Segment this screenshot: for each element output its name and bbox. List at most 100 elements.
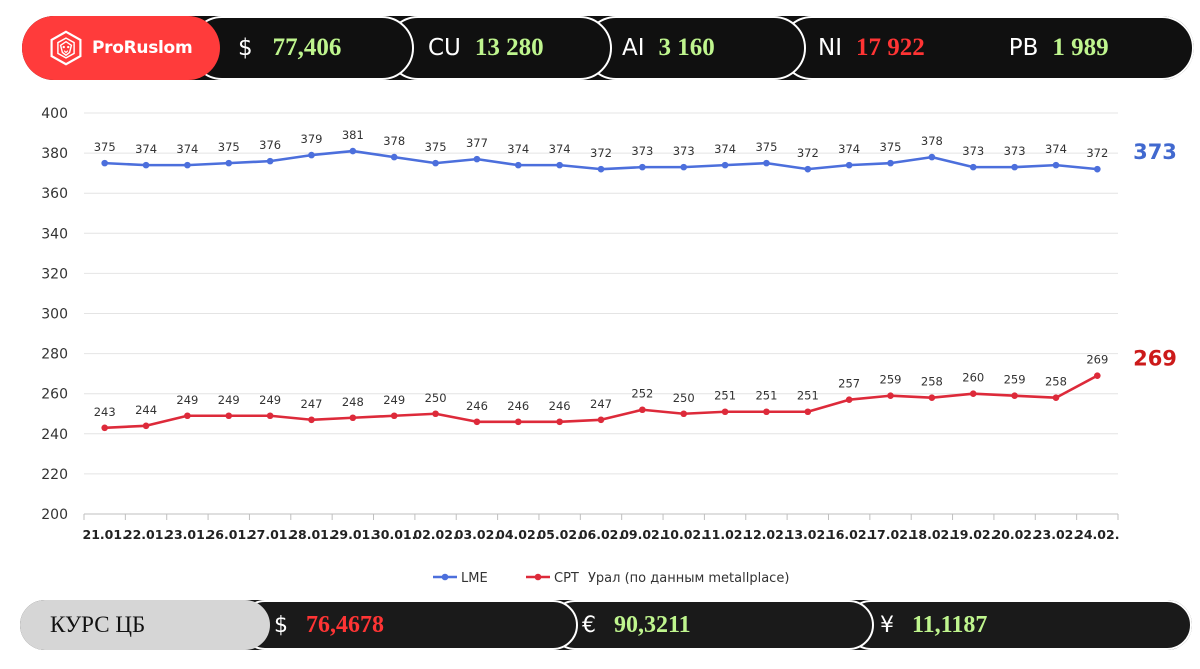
data-point-lme — [887, 159, 894, 167]
data-label-lme: 381 — [342, 128, 364, 142]
rate-segment-usd: $ 76,4678 — [240, 600, 578, 650]
x-tick-label: 21.01. — [83, 527, 127, 542]
data-point-cpt — [969, 390, 977, 398]
data-label-cpt: 249 — [218, 393, 240, 407]
x-tick-label: 30.01. — [372, 527, 416, 542]
data-label-lme: 374 — [549, 142, 571, 156]
data-label-lme: 374 — [176, 142, 198, 156]
data-point-lme — [845, 161, 853, 169]
data-label-lme: 375 — [425, 140, 447, 154]
data-label-cpt: 258 — [921, 375, 943, 389]
ticker-segment-ai: AI 3 160 — [584, 16, 806, 80]
data-point-cpt — [142, 422, 150, 430]
data-point-lme — [763, 159, 770, 167]
data-label-cpt: 249 — [383, 393, 405, 407]
data-point-cpt — [514, 418, 522, 426]
y-tick-label: 360 — [41, 186, 68, 202]
data-label-lme: 376 — [259, 138, 281, 152]
y-tick-label: 380 — [41, 146, 68, 162]
data-point-lme — [142, 161, 150, 169]
data-label-lme: 374 — [507, 142, 529, 156]
data-label-cpt: 248 — [342, 395, 364, 409]
x-axis: 21.01.22.01.23.01.26.01.27.01.28.01.29.0… — [83, 514, 1119, 542]
y-tick-label: 400 — [41, 106, 68, 122]
y-tick-label: 300 — [41, 307, 68, 323]
x-tick-label: 26.01. — [207, 527, 251, 542]
data-point-lme — [680, 163, 688, 171]
data-label-lme: 375 — [755, 140, 777, 154]
data-label-cpt: 249 — [176, 393, 198, 407]
data-label-cpt: 251 — [755, 389, 777, 403]
data-label-lme: 374 — [838, 142, 860, 156]
data-label-cpt: 244 — [135, 403, 157, 417]
chart-legend: LME CPT Урал (по данным metallplace) — [433, 571, 789, 586]
legend-swatch-marker — [534, 573, 542, 581]
x-tick-label: 06.02. — [579, 527, 623, 542]
data-label-cpt: 250 — [673, 391, 695, 405]
x-tick-label: 17.02. — [868, 527, 912, 542]
data-point-lme — [349, 147, 357, 155]
legend-note: Урал (по данным metallplace) — [588, 571, 789, 586]
data-point-cpt — [887, 392, 894, 400]
ticker-value: 3 160 — [658, 34, 715, 61]
data-point-lme — [556, 161, 563, 169]
data-point-lme — [390, 153, 398, 161]
rate-segment-cny: ¥ 11,1187 — [846, 600, 1192, 650]
y-axis: 200 220 240 260 280 300 320 340 360 380 400 — [41, 106, 68, 523]
y-tick-label: 260 — [41, 387, 68, 403]
ticker-symbol: NI — [818, 35, 842, 61]
data-label-cpt: 251 — [797, 389, 819, 403]
x-tick-label: 11.02. — [703, 527, 747, 542]
data-label-lme: 373 — [631, 144, 653, 158]
data-point-lme — [514, 161, 522, 169]
x-tick-label: 16.02. — [827, 527, 871, 542]
data-point-cpt — [225, 412, 233, 420]
data-point-lme — [432, 159, 439, 167]
ticker-segment-cu: CU 13 280 — [386, 16, 612, 80]
data-point-cpt — [390, 412, 398, 420]
x-tick-label: 05.02. — [537, 527, 581, 542]
data-point-cpt — [928, 394, 936, 402]
legend-label: LME — [461, 571, 488, 586]
x-tick-label: 29.01. — [331, 527, 375, 542]
rates-label: КУРС ЦБ — [50, 612, 146, 637]
x-tick-label: 03.02. — [455, 527, 499, 542]
ticker-symbol: PB — [1008, 35, 1039, 61]
data-point-cpt — [473, 418, 481, 426]
data-label-cpt: 246 — [507, 399, 529, 413]
data-label-lme: 373 — [1004, 144, 1026, 158]
data-label-cpt: 260 — [962, 371, 984, 385]
data-point-cpt — [556, 418, 563, 426]
ticker-symbol: AI — [622, 35, 645, 61]
y-tick-label: 240 — [41, 427, 68, 443]
ticker-segment-ni-pb: NI 17 922 PB 1 989 — [780, 16, 1194, 80]
data-label-cpt: 252 — [631, 387, 653, 401]
data-point-lme — [969, 163, 977, 171]
ticker-value: 17 922 — [856, 34, 925, 61]
rate-value: 11,1187 — [912, 611, 988, 638]
y-tick-label: 200 — [41, 507, 68, 523]
currency-symbol: ¥ — [880, 612, 894, 638]
line-chart: 200 220 240 260 280 300 320 340 360 380 400 21.01.… — [41, 106, 1177, 586]
data-point-cpt — [845, 396, 853, 404]
ticker-segment-usd: $ 77,406 — [190, 16, 414, 80]
data-point-lme — [308, 151, 315, 159]
chart-grid — [84, 112, 1118, 515]
data-point-cpt — [597, 416, 605, 424]
data-label-lme: 373 — [962, 144, 984, 158]
currency-symbol: $ — [274, 612, 288, 638]
data-label-cpt: 247 — [590, 397, 612, 411]
data-point-cpt — [804, 408, 812, 416]
x-tick-label: 28.01. — [289, 527, 333, 542]
ticker-value: 77,406 — [272, 34, 342, 61]
data-point-lme — [721, 161, 729, 169]
data-point-lme — [1011, 163, 1018, 171]
x-tick-label: 10.02. — [662, 527, 706, 542]
ticker-value: 13 280 — [474, 34, 544, 61]
data-label-lme: 375 — [218, 140, 240, 154]
ticker-value: 1 989 — [1052, 34, 1109, 61]
central-bank-label: КУРС ЦБ — [20, 600, 270, 650]
data-label-lme: 374 — [135, 142, 157, 156]
x-tick-label: 09.02. — [620, 527, 664, 542]
x-tick-label: 22.01. — [124, 527, 168, 542]
